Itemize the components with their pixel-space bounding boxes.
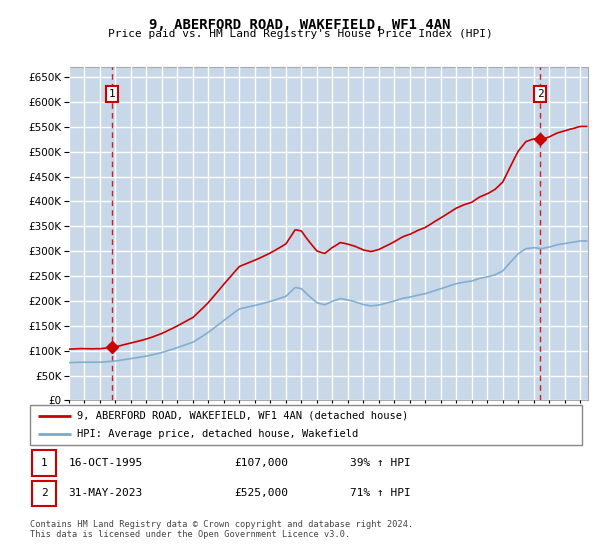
Text: £525,000: £525,000 — [234, 488, 288, 498]
FancyBboxPatch shape — [32, 450, 56, 476]
Text: 2: 2 — [41, 488, 47, 498]
Text: 16-OCT-1995: 16-OCT-1995 — [68, 458, 143, 468]
Text: Contains HM Land Registry data © Crown copyright and database right 2024.
This d: Contains HM Land Registry data © Crown c… — [30, 520, 413, 539]
Text: 71% ↑ HPI: 71% ↑ HPI — [350, 488, 411, 498]
FancyBboxPatch shape — [32, 480, 56, 506]
Text: 2: 2 — [537, 89, 544, 99]
Text: 1: 1 — [41, 458, 47, 468]
Text: 1: 1 — [109, 89, 116, 99]
Text: 9, ABERFORD ROAD, WAKEFIELD, WF1 4AN (detached house): 9, ABERFORD ROAD, WAKEFIELD, WF1 4AN (de… — [77, 411, 408, 421]
Text: 31-MAY-2023: 31-MAY-2023 — [68, 488, 143, 498]
Text: HPI: Average price, detached house, Wakefield: HPI: Average price, detached house, Wake… — [77, 430, 358, 439]
Text: Price paid vs. HM Land Registry's House Price Index (HPI): Price paid vs. HM Land Registry's House … — [107, 29, 493, 39]
Text: 39% ↑ HPI: 39% ↑ HPI — [350, 458, 411, 468]
Text: £107,000: £107,000 — [234, 458, 288, 468]
Text: 9, ABERFORD ROAD, WAKEFIELD, WF1 4AN: 9, ABERFORD ROAD, WAKEFIELD, WF1 4AN — [149, 18, 451, 32]
